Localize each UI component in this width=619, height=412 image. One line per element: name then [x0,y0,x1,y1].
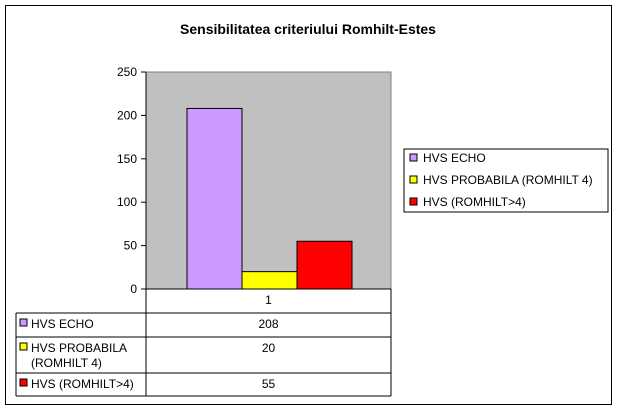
table-value-1: 208 [258,317,278,331]
bar-2 [241,271,298,290]
category-label: 1 [265,293,272,307]
bar-1 [186,107,243,290]
y-tick-label: 0 [130,282,137,296]
chart-title: Sensibilitatea criteriului Romhilt-Estes [180,21,436,37]
legend-key-2 [409,175,418,184]
table-legend-key-1 [19,318,28,327]
table-series-label: HVS ECHO [31,317,94,331]
legend-box [403,148,609,213]
legend-label-2: HVS PROBABILA (ROMHILT 4) [423,173,593,187]
y-tick-label: 100 [117,195,137,209]
y-tick-label: 250 [117,65,137,79]
table-legend-key-2 [19,342,28,351]
legend-key-1 [409,153,418,162]
table-series-label: HVS (ROMHILT>4) [31,377,134,391]
table-value-2: 20 [262,341,276,355]
table-series-label: HVS PROBABILA [31,341,127,355]
plot-area [145,71,392,290]
legend-label-3: HVS (ROMHILT>4) [423,195,526,209]
y-tick-label: 150 [117,152,137,166]
legend-key-3 [409,197,418,206]
table-series-label: (ROMHILT 4) [31,356,102,370]
legend-label-1: HVS ECHO [423,151,486,165]
y-tick-label: 50 [124,239,138,253]
table-value-3: 55 [262,377,276,391]
table-legend-key-3 [19,378,28,387]
bar-3 [296,240,353,290]
y-tick-label: 200 [117,108,137,122]
